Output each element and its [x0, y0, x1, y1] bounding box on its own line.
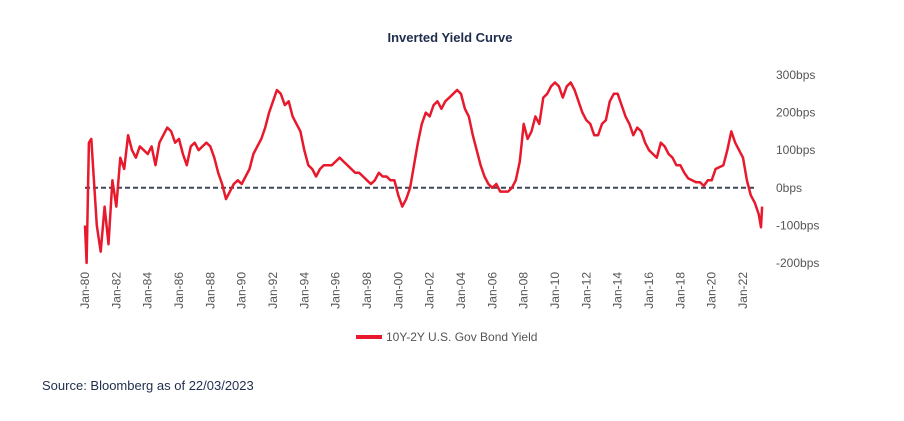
- legend-label: 10Y-2Y U.S. Gov Bond Yield: [386, 330, 537, 344]
- x-tick-label: Jan-16: [642, 272, 656, 309]
- x-tick-label: Jan-98: [360, 272, 374, 309]
- x-tick-label: Jan-22: [736, 272, 750, 309]
- x-tick-label: Jan-10: [548, 272, 562, 309]
- y-tick-label: -100bps: [776, 218, 819, 232]
- x-tick-label: Jan-94: [297, 272, 311, 309]
- x-tick-label: Jan-82: [109, 272, 123, 309]
- x-tick-label: Jan-88: [203, 272, 217, 309]
- source-note: Source: Bloomberg as of 22/03/2023: [42, 378, 254, 393]
- x-tick-label: Jan-90: [235, 272, 249, 309]
- x-tick-label: Jan-02: [423, 272, 437, 309]
- x-tick-label: Jan-80: [78, 272, 92, 309]
- y-tick-label: -200bps: [776, 256, 819, 270]
- x-tick-label: Jan-12: [579, 272, 593, 309]
- x-tick-label: Jan-08: [517, 272, 531, 309]
- x-tick-label: Jan-18: [673, 272, 687, 309]
- x-tick-label: Jan-06: [485, 272, 499, 309]
- x-tick-label: Jan-04: [454, 272, 468, 309]
- y-tick-label: 300bps: [776, 68, 815, 82]
- x-tick-label: Jan-84: [141, 272, 155, 309]
- x-tick-label: Jan-00: [391, 272, 405, 309]
- x-tick-label: Jan-14: [611, 272, 625, 309]
- y-tick-label: 100bps: [776, 143, 815, 157]
- x-tick-label: Jan-92: [266, 272, 280, 309]
- y-tick-label: 0bps: [776, 181, 802, 195]
- y-tick-label: 200bps: [776, 106, 815, 120]
- x-tick-label: Jan-86: [172, 272, 186, 309]
- x-tick-label: Jan-96: [329, 272, 343, 309]
- chart-title: Inverted Yield Curve: [388, 30, 513, 45]
- x-tick-label: Jan-20: [705, 272, 719, 309]
- series-line: [83, 81, 764, 265]
